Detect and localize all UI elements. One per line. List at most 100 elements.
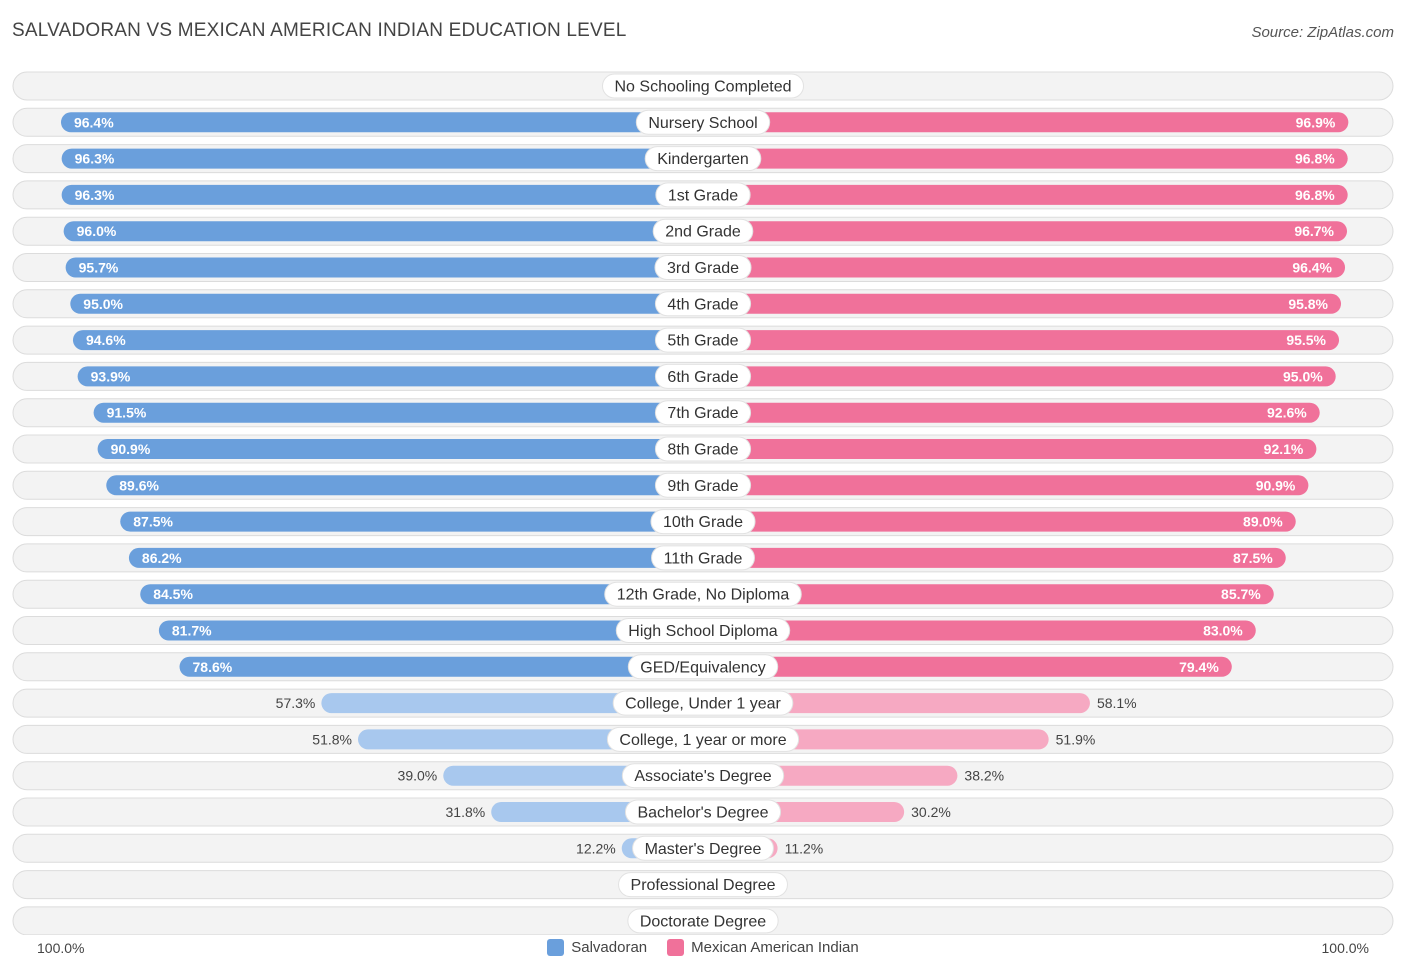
bar-salvadoran [321,693,703,714]
bar-mexican-american-indian [703,693,1090,714]
axis-label-left: 100.0% [37,940,85,956]
value-label-mexican-american-indian: 79.4% [1179,659,1219,675]
value-label-mexican-american-indian: 90.9% [1256,477,1296,493]
category-label: College, 1 year or more [619,732,786,749]
value-label-mexican-american-indian: 95.0% [1283,368,1323,384]
bar-mexican-american-indian [703,584,1274,605]
category-pill [615,618,791,643]
bar-mexican-american-indian [703,330,1340,351]
bar-salvadoran [60,112,703,133]
category-pill [602,73,804,99]
category-pill [651,545,755,571]
bar-mexican-american-indian [703,257,1346,278]
category-label: Kindergarten [657,151,749,168]
bar-salvadoran [61,148,704,169]
value-label-mexican-american-indian: 11.2% [785,840,824,856]
value-label-mexican-american-indian: 51.9% [1056,731,1096,747]
category-pill [655,182,751,208]
bar-salvadoran [77,366,704,387]
value-label-salvadoran: 81.7% [172,623,212,639]
category-label: 8th Grade [667,442,738,459]
value-label-mexican-american-indian: 30.2% [911,804,951,820]
value-label-mexican-american-indian: 92.1% [1264,441,1304,457]
value-label-salvadoran: 90.9% [111,441,151,457]
value-label-mexican-american-indian: 96.7% [1294,223,1334,239]
value-label-salvadoran: 95.7% [79,260,119,276]
value-label-salvadoran: 95.0% [83,296,123,312]
category-label: 10th Grade [663,514,743,531]
bar-mexican-american-indian [703,547,1286,568]
value-label-mexican-american-indian: 83.0% [1203,623,1243,639]
value-label-salvadoran: 31.8% [446,804,486,820]
value-label-salvadoran: 57.3% [276,695,316,711]
category-label: 3rd Grade [667,260,739,277]
value-label-salvadoran: 84.5% [153,586,193,602]
category-pill [604,581,802,607]
value-label-salvadoran: 94.6% [86,332,126,348]
bar-salvadoran [158,620,704,641]
value-label-salvadoran: 96.4% [74,114,114,130]
category-label: 11th Grade [664,550,743,567]
value-label-salvadoran: 91.5% [107,405,147,421]
bar-salvadoran [63,221,703,242]
value-label-salvadoran: 51.8% [312,731,352,747]
legend-swatch-mexican-american-indian [667,939,685,956]
bar-mexican-american-indian [703,112,1349,133]
category-label: College, Under 1 year [625,696,781,713]
value-label-salvadoran: 93.9% [91,368,131,384]
bar-salvadoran [106,475,704,496]
value-label-mexican-american-indian: 96.4% [1292,260,1332,276]
bar-mexican-american-indian [703,148,1348,169]
axis-label-right: 100.0% [1321,940,1369,956]
legend-item-mexican-american-indian: Mexican American Indian [667,939,859,956]
bar-mexican-american-indian [703,656,1232,677]
category-pill [632,835,774,861]
legend: Salvadoran Mexican American Indian [0,939,1406,956]
bar-salvadoran [179,656,704,677]
value-label-mexican-american-indian: 96.9% [1296,114,1336,130]
bar-salvadoran [65,257,703,278]
value-label-mexican-american-indian: 87.5% [1233,550,1273,566]
category-label: 2nd Grade [665,224,741,241]
bar-mexican-american-indian [703,293,1342,314]
category-label: 4th Grade [667,296,738,313]
legend-label-mexican-american-indian: Mexican American Indian [691,939,859,956]
category-label: 12th Grade, No Diploma [617,587,790,604]
category-pill [624,799,782,825]
value-label-mexican-american-indian: 92.6% [1267,405,1307,421]
category-label: No Schooling Completed [615,79,792,96]
category-label: GED/Equivalency [640,659,765,676]
value-label-mexican-american-indian: 38.2% [964,768,1004,784]
value-label-mexican-american-indian: 85.7% [1221,586,1261,602]
bar-mexican-american-indian [703,620,1256,641]
category-pill [650,509,756,535]
bar-mexican-american-indian [703,439,1317,459]
value-label-salvadoran: 78.6% [193,659,233,675]
value-label-salvadoran: 39.0% [398,768,438,784]
value-label-salvadoran: 87.5% [133,514,173,530]
category-pill [612,690,794,716]
education-chart: 3.7%3.2%No Schooling Completed96.4%96.9%… [12,71,1394,935]
value-label-mexican-american-indian: 96.8% [1295,151,1335,167]
bar-salvadoran [70,293,704,314]
value-label-salvadoran: 96.3% [75,151,115,167]
value-label-mexican-american-indian: 96.8% [1295,187,1335,203]
chart-title: SALVADORAN VS MEXICAN AMERICAN INDIAN ED… [12,20,627,41]
bar-mexican-american-indian [703,221,1348,242]
category-label: Associate's Degree [634,768,771,785]
category-label: Bachelor's Degree [637,805,768,822]
category-label: 1st Grade [668,187,738,204]
category-pill [654,472,752,498]
category-pill [654,363,752,389]
category-pill [654,327,752,353]
bar-salvadoran [72,330,704,351]
category-pill [654,436,752,462]
value-label-salvadoran: 89.6% [119,477,159,493]
bar-mexican-american-indian [703,475,1309,496]
legend-label-salvadoran: Salvadoran [571,939,648,956]
category-label: 6th Grade [667,369,738,386]
legend-swatch-salvadoran [547,939,565,956]
category-label: Doctorate Degree [640,913,766,930]
value-label-mexican-american-indian: 58.1% [1097,695,1137,711]
category-label: 9th Grade [667,478,738,495]
